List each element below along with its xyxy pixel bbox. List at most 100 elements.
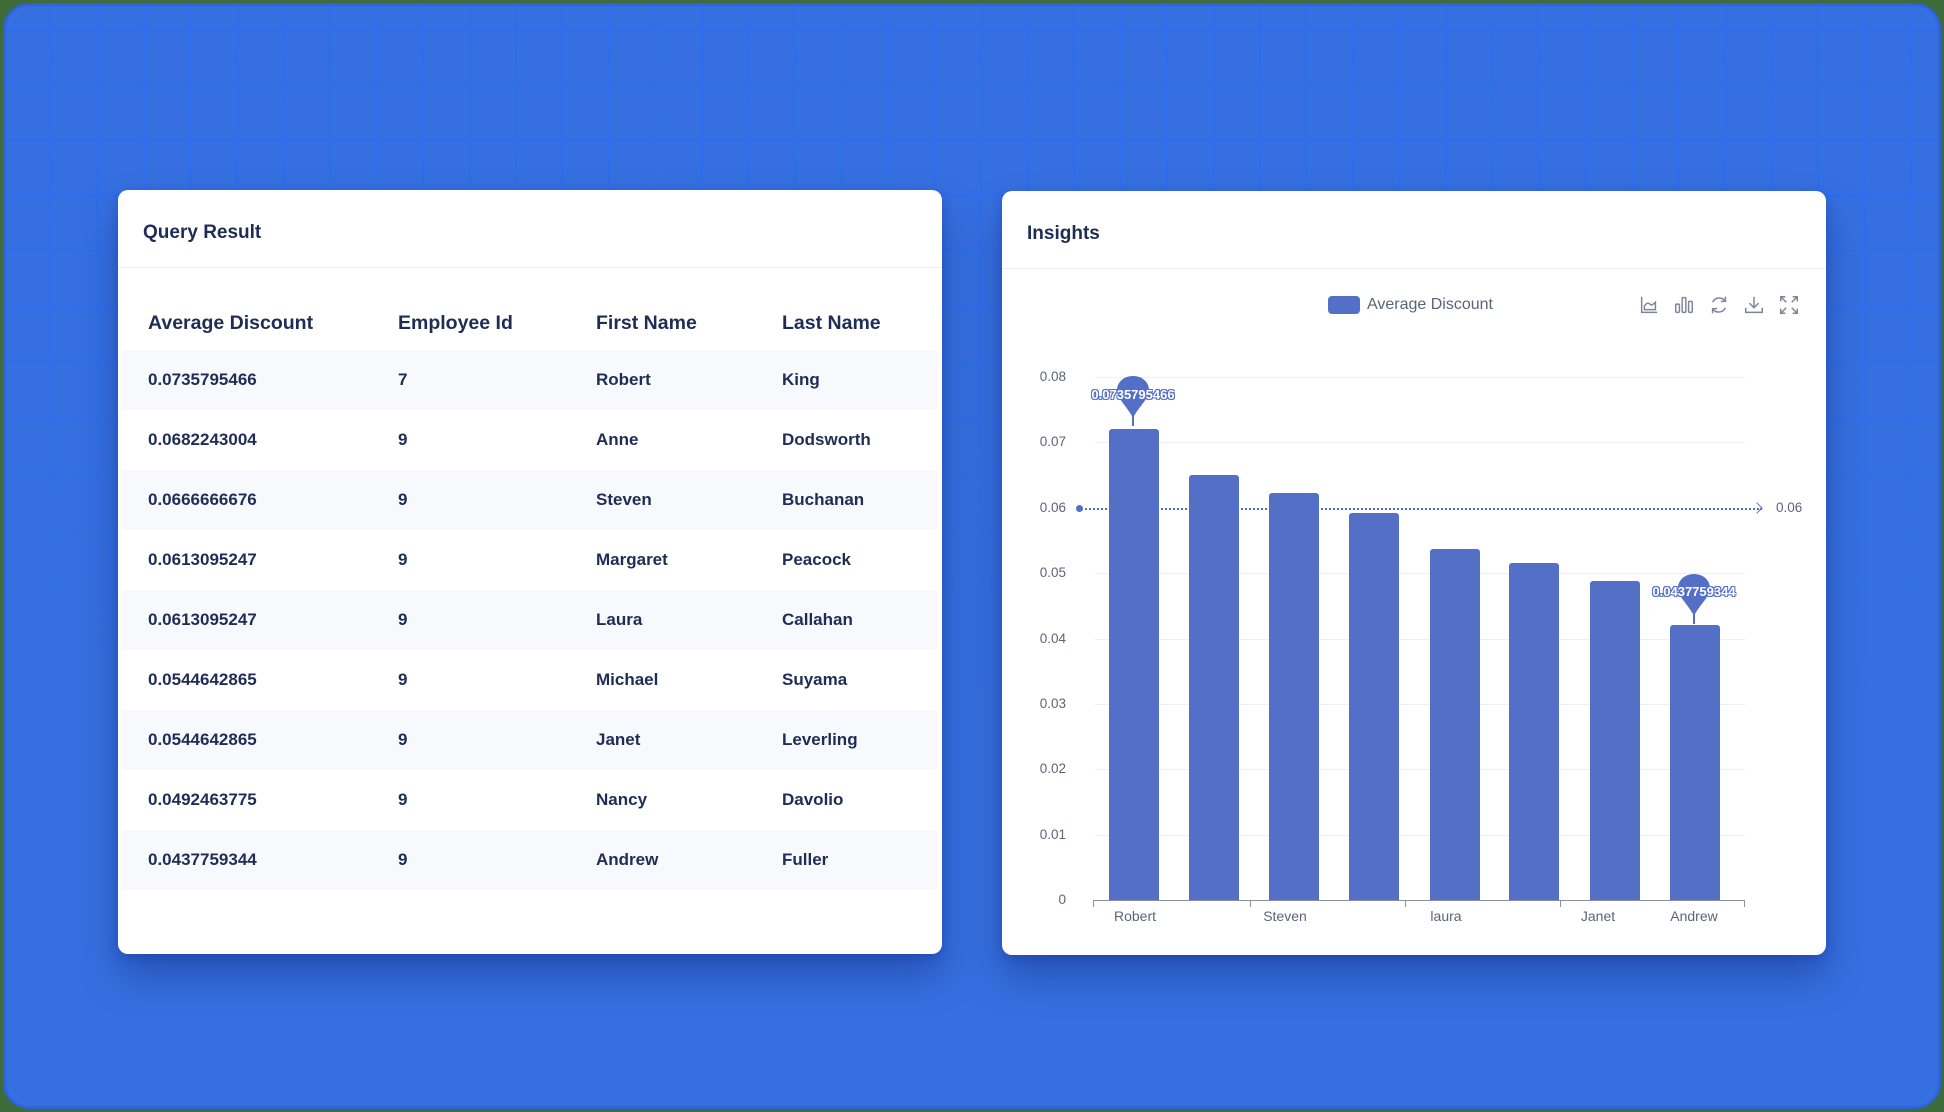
cell-average-discount: 0.0437759344 <box>148 850 257 869</box>
cell-average-discount: 0.0735795466 <box>148 370 257 389</box>
cell-employee-id: 9 <box>398 670 408 689</box>
bar-janet[interactable] <box>1590 581 1640 900</box>
table-row[interactable]: 0.0613095247 9 Laura Callahan <box>121 590 938 650</box>
y-tick-label: 0.03 <box>1039 696 1066 711</box>
x-tick-label: Steven <box>1263 908 1307 924</box>
bar-robert[interactable] <box>1109 429 1159 900</box>
x-tick-label: laura <box>1430 908 1462 924</box>
legend-swatch <box>1328 296 1360 314</box>
table-row[interactable]: 0.0544642865 9 Janet Leverling <box>121 710 938 770</box>
cell-first-name: Michael <box>596 670 659 689</box>
y-tick-label: 0.05 <box>1039 565 1066 580</box>
gridline <box>1095 442 1745 443</box>
column-header-employee-id[interactable]: Employee Id <box>398 312 513 334</box>
bar-steven[interactable] <box>1269 493 1319 900</box>
bar-laura[interactable] <box>1430 549 1480 900</box>
table-row[interactable]: 0.0544642865 9 Michael Suyama <box>121 650 938 710</box>
y-tick-label: 0.06 <box>1039 500 1066 515</box>
cell-first-name: Laura <box>596 610 643 629</box>
column-header-first-name[interactable]: First Name <box>596 312 697 334</box>
mean-line <box>1078 508 1762 510</box>
cell-average-discount: 0.0492463775 <box>148 790 257 809</box>
table-row[interactable]: 0.0613095247 9 Margaret Peacock <box>121 530 938 590</box>
gridline <box>1095 769 1745 770</box>
cell-last-name: Peacock <box>782 550 851 569</box>
cell-last-name: Dodsworth <box>782 430 871 449</box>
cell-employee-id: 7 <box>398 370 408 389</box>
card-divider <box>118 267 942 268</box>
y-tick-label: 0 <box>1058 892 1066 907</box>
x-axis-line <box>1093 900 1745 901</box>
y-tick-label: 0.01 <box>1039 827 1066 842</box>
x-axis-tick <box>1405 900 1406 907</box>
cell-average-discount: 0.0613095247 <box>148 610 257 629</box>
min-marker-pin-icon <box>1678 574 1710 624</box>
card-divider <box>1002 268 1826 269</box>
fullscreen-button[interactable] <box>1776 292 1801 317</box>
min-marker-label: 0.0437759344 <box>1652 584 1736 599</box>
cell-average-discount: 0.0544642865 <box>148 730 257 749</box>
bar-andrew[interactable] <box>1670 625 1720 900</box>
cell-average-discount: 0.0544642865 <box>148 670 257 689</box>
x-axis-tick <box>1093 900 1094 907</box>
refresh-icon <box>1711 296 1726 313</box>
y-tick-label: 0.08 <box>1039 369 1066 384</box>
cell-employee-id: 9 <box>398 550 408 569</box>
line-chart-button[interactable] <box>1636 292 1661 317</box>
line-chart-icon <box>1640 296 1657 313</box>
bar-chart-button[interactable] <box>1671 292 1696 317</box>
fullscreen-icon <box>1779 295 1798 314</box>
x-tick-label: Andrew <box>1670 908 1718 924</box>
max-marker-label: 0.0735795466 <box>1091 387 1175 402</box>
table-body: 0.0735795466 7 Robert King 0.0682243004 … <box>121 350 938 890</box>
x-axis-tick <box>1744 900 1745 907</box>
column-header-last-name[interactable]: Last Name <box>782 312 881 334</box>
table-row[interactable]: 0.0437759344 9 Andrew Fuller <box>121 830 938 890</box>
cell-last-name: Leverling <box>782 730 858 749</box>
chart-toolbox <box>1636 292 1801 317</box>
cell-last-name: Fuller <box>782 850 829 869</box>
cell-first-name: Robert <box>596 370 651 389</box>
cell-average-discount: 0.0613095247 <box>148 550 257 569</box>
bar-chart: 0.08 0.07 0.06 0.05 0.04 0.03 0.02 0.01 … <box>1002 191 1826 955</box>
cell-employee-id: 9 <box>398 610 408 629</box>
column-header-average-discount[interactable]: Average Discount <box>148 312 314 334</box>
cell-first-name: Margaret <box>596 550 668 569</box>
x-axis-tick <box>1560 900 1561 907</box>
mean-line-arrow-icon <box>1751 502 1763 514</box>
gridline <box>1095 377 1745 378</box>
cell-first-name: Andrew <box>596 850 659 869</box>
y-tick-label: 0.02 <box>1039 761 1066 776</box>
gridline <box>1095 639 1745 640</box>
refresh-button[interactable] <box>1706 292 1731 317</box>
bar[interactable] <box>1189 475 1239 900</box>
cell-last-name: Buchanan <box>782 490 865 509</box>
cell-last-name: Davolio <box>782 790 844 809</box>
cell-first-name: Janet <box>596 730 641 749</box>
gridline <box>1095 573 1745 574</box>
table-row[interactable]: 0.0682243004 9 Anne Dodsworth <box>121 410 938 470</box>
x-tick-label: Janet <box>1580 908 1616 924</box>
download-button[interactable] <box>1741 292 1766 317</box>
cell-employee-id: 9 <box>398 430 408 449</box>
gridline <box>1095 835 1745 836</box>
table-row[interactable]: 0.0735795466 7 Robert King <box>121 350 938 410</box>
x-axis-tick <box>1250 900 1251 907</box>
y-tick-label: 0.07 <box>1039 434 1066 449</box>
cell-employee-id: 9 <box>398 730 408 749</box>
table-row[interactable]: 0.0492463775 9 Nancy Davolio <box>121 770 938 830</box>
chart-legend-item[interactable]: Average Discount <box>1328 296 1493 314</box>
bar[interactable] <box>1509 563 1559 900</box>
cell-employee-id: 9 <box>398 850 408 869</box>
table-row[interactable]: 0.0666666676 9 Steven Buchanan <box>121 470 938 530</box>
bar-chart-icon <box>1674 296 1693 313</box>
cell-first-name: Anne <box>596 430 639 449</box>
table-header: Average Discount Employee Id First Name … <box>118 298 942 348</box>
legend-label: Average Discount <box>1367 296 1493 313</box>
cell-last-name: King <box>782 370 820 389</box>
cell-first-name: Steven <box>596 490 652 509</box>
cell-first-name: Nancy <box>596 790 648 809</box>
x-tick-label: Robert <box>1113 908 1157 924</box>
mean-line-label: 0.06 <box>1776 500 1803 515</box>
bar[interactable] <box>1349 513 1399 900</box>
